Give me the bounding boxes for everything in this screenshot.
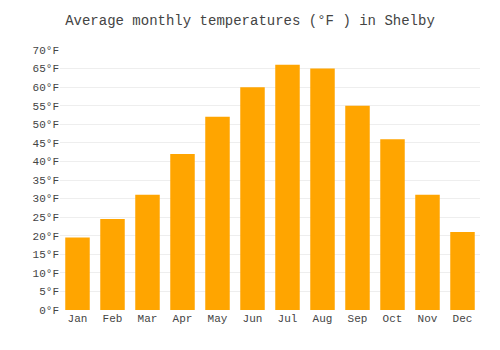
- svg-text:Feb: Feb: [103, 313, 123, 325]
- svg-text:10°F: 10°F: [33, 268, 59, 280]
- svg-text:40°F: 40°F: [33, 156, 59, 168]
- svg-text:Dec: Dec: [453, 313, 473, 325]
- svg-text:25°F: 25°F: [33, 212, 59, 224]
- svg-text:30°F: 30°F: [33, 193, 59, 205]
- svg-text:70°F: 70°F: [33, 45, 59, 57]
- svg-text:Nov: Nov: [418, 313, 438, 325]
- svg-text:15°F: 15°F: [33, 249, 59, 261]
- svg-text:50°F: 50°F: [33, 119, 59, 131]
- svg-text:20°F: 20°F: [33, 231, 59, 243]
- svg-text:45°F: 45°F: [33, 138, 59, 150]
- svg-text:Jan: Jan: [68, 313, 88, 325]
- svg-text:55°F: 55°F: [33, 101, 59, 113]
- svg-text:5°F: 5°F: [39, 286, 59, 298]
- svg-text:Jul: Jul: [278, 313, 298, 325]
- svg-text:35°F: 35°F: [33, 175, 59, 187]
- svg-text:May: May: [208, 313, 228, 325]
- svg-text:65°F: 65°F: [33, 63, 59, 75]
- svg-text:Apr: Apr: [173, 313, 193, 325]
- svg-text:Jun: Jun: [243, 313, 263, 325]
- svg-text:Mar: Mar: [138, 313, 158, 325]
- svg-text:0°F: 0°F: [39, 305, 59, 317]
- svg-text:60°F: 60°F: [33, 82, 59, 94]
- svg-text:Aug: Aug: [313, 313, 333, 325]
- svg-text:Sep: Sep: [348, 313, 368, 325]
- svg-text:Average monthly temperatures (: Average monthly temperatures (°F ) in Sh…: [65, 13, 435, 29]
- svg-text:Oct: Oct: [383, 313, 403, 325]
